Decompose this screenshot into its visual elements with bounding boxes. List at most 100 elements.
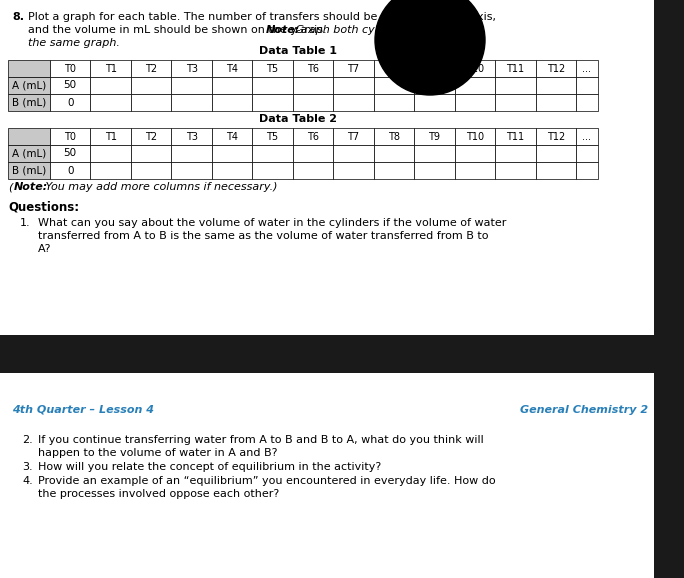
Text: B (mL): B (mL) <box>12 165 46 176</box>
Bar <box>373 60 414 77</box>
Text: T8: T8 <box>388 132 400 142</box>
Bar <box>293 162 333 179</box>
Bar <box>131 128 172 145</box>
Bar <box>654 0 684 578</box>
Bar <box>414 145 455 162</box>
Bar <box>495 77 536 94</box>
Text: T7: T7 <box>347 64 360 73</box>
Bar <box>495 145 536 162</box>
Bar <box>8 60 50 77</box>
Text: Note:: Note: <box>14 182 49 192</box>
Bar <box>131 145 172 162</box>
Text: and the volume in mL should be shown on the y-axis.: and the volume in mL should be shown on … <box>28 25 330 35</box>
Text: How will you relate the concept of equilibrium in the activity?: How will you relate the concept of equil… <box>38 462 381 472</box>
Bar <box>50 128 90 145</box>
Bar <box>536 94 576 111</box>
Text: T6: T6 <box>307 132 319 142</box>
Bar <box>131 60 172 77</box>
Text: General Chemistry 2: General Chemistry 2 <box>520 405 648 415</box>
Bar <box>495 162 536 179</box>
Text: 50: 50 <box>64 149 77 158</box>
Bar <box>172 77 212 94</box>
Text: 4.: 4. <box>22 476 33 486</box>
Text: T12: T12 <box>547 64 565 73</box>
Bar <box>8 145 50 162</box>
Bar <box>373 162 414 179</box>
Text: the processes involved oppose each other?: the processes involved oppose each other… <box>38 489 279 499</box>
Bar <box>333 145 373 162</box>
Bar <box>172 60 212 77</box>
Bar <box>172 94 212 111</box>
Text: T12: T12 <box>547 132 565 142</box>
Text: Questions:: Questions: <box>8 200 79 213</box>
Bar <box>455 77 495 94</box>
Text: T6: T6 <box>307 64 319 73</box>
Bar <box>455 94 495 111</box>
Bar <box>172 145 212 162</box>
Bar <box>252 145 293 162</box>
Bar <box>0 335 654 373</box>
Bar <box>293 77 333 94</box>
Bar <box>8 128 50 145</box>
Bar <box>90 128 131 145</box>
Text: 0: 0 <box>67 98 73 108</box>
Bar <box>172 128 212 145</box>
Text: A (mL): A (mL) <box>12 80 46 91</box>
Bar <box>576 162 598 179</box>
Text: T10: T10 <box>466 132 484 142</box>
Text: T8: T8 <box>388 64 400 73</box>
Text: Data Table 1: Data Table 1 <box>259 46 337 56</box>
Bar <box>536 128 576 145</box>
Bar <box>495 60 536 77</box>
Bar <box>373 77 414 94</box>
Bar <box>172 162 212 179</box>
Text: T1: T1 <box>105 64 117 73</box>
Text: T3: T3 <box>185 132 198 142</box>
Bar <box>536 77 576 94</box>
Bar <box>333 94 373 111</box>
Text: 2.: 2. <box>22 435 33 445</box>
Text: T11: T11 <box>506 132 525 142</box>
Bar <box>212 162 252 179</box>
Bar <box>90 145 131 162</box>
Bar <box>576 128 598 145</box>
Text: A (mL): A (mL) <box>12 149 46 158</box>
Bar <box>536 145 576 162</box>
Bar <box>8 162 50 179</box>
Bar <box>455 145 495 162</box>
Bar <box>50 162 90 179</box>
Bar <box>576 94 598 111</box>
Text: T0: T0 <box>64 132 76 142</box>
Text: ...: ... <box>583 64 592 73</box>
Bar <box>333 77 373 94</box>
Bar <box>293 94 333 111</box>
Bar <box>414 77 455 94</box>
Bar <box>131 162 172 179</box>
Text: 4th Quarter – Lesson 4: 4th Quarter – Lesson 4 <box>12 405 154 415</box>
Bar <box>252 94 293 111</box>
Bar <box>50 77 90 94</box>
Bar <box>455 162 495 179</box>
Text: T10: T10 <box>466 64 484 73</box>
Circle shape <box>375 0 485 95</box>
Bar <box>495 128 536 145</box>
Text: A?: A? <box>38 244 51 254</box>
Text: T4: T4 <box>226 132 238 142</box>
Text: T2: T2 <box>145 64 157 73</box>
Bar <box>333 162 373 179</box>
Bar <box>373 128 414 145</box>
Text: T5: T5 <box>267 64 278 73</box>
Text: Data Table 2: Data Table 2 <box>259 114 337 124</box>
Bar <box>252 128 293 145</box>
Bar <box>293 60 333 77</box>
Bar <box>131 77 172 94</box>
Bar <box>212 128 252 145</box>
Bar <box>536 162 576 179</box>
Text: T4: T4 <box>226 64 238 73</box>
Bar <box>90 60 131 77</box>
Bar <box>252 60 293 77</box>
Bar <box>373 145 414 162</box>
Text: Plot a graph for each table. The number of transfers should be shown on the x-ax: Plot a graph for each table. The number … <box>28 12 496 22</box>
Bar <box>373 94 414 111</box>
Text: (: ( <box>8 182 12 192</box>
